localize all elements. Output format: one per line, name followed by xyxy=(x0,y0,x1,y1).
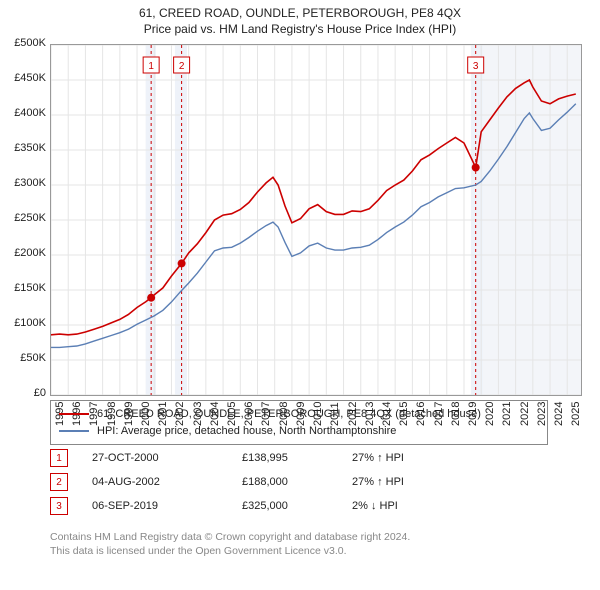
y-tick-label: £0 xyxy=(0,387,46,399)
txn-diff: 2% ↓ HPI xyxy=(352,500,472,512)
chart-svg: 1 2 3 xyxy=(51,45,581,395)
title-subtitle: Price paid vs. HM Land Registry's House … xyxy=(0,22,600,36)
txn-price: £325,000 xyxy=(242,500,352,512)
footer: Contains HM Land Registry data © Crown c… xyxy=(50,530,570,558)
txn-date: 06-SEP-2019 xyxy=(92,500,242,512)
txn-price: £188,000 xyxy=(242,476,352,488)
y-tick-label: £400K xyxy=(0,107,46,119)
txn-diff: 27% ↑ HPI xyxy=(352,476,472,488)
y-tick-label: £200K xyxy=(0,247,46,259)
legend-item: 61, CREED ROAD, OUNDLE, PETERBOROUGH, PE… xyxy=(59,406,539,422)
table-row: 2 04-AUG-2002 £188,000 27% ↑ HPI xyxy=(50,470,550,494)
y-tick-label: £250K xyxy=(0,212,46,224)
y-tick-label: £500K xyxy=(0,37,46,49)
txn-date: 27-OCT-2000 xyxy=(92,452,242,464)
txn-price: £138,995 xyxy=(242,452,352,464)
y-tick-label: £100K xyxy=(0,317,46,329)
transactions-table: 1 27-OCT-2000 £138,995 27% ↑ HPI 2 04-AU… xyxy=(50,446,550,518)
y-tick-label: £350K xyxy=(0,142,46,154)
txn-marker: 2 xyxy=(50,473,68,491)
x-tick-label: 2025 xyxy=(570,402,582,426)
legend-swatch xyxy=(59,413,89,415)
legend: 61, CREED ROAD, OUNDLE, PETERBOROUGH, PE… xyxy=(50,400,548,445)
x-tick-label: 2024 xyxy=(553,402,565,426)
title-address: 61, CREED ROAD, OUNDLE, PETERBOROUGH, PE… xyxy=(0,6,600,20)
y-tick-label: £450K xyxy=(0,72,46,84)
page: 61, CREED ROAD, OUNDLE, PETERBOROUGH, PE… xyxy=(0,0,600,590)
svg-text:1: 1 xyxy=(148,61,154,72)
table-row: 3 06-SEP-2019 £325,000 2% ↓ HPI xyxy=(50,494,550,518)
titles: 61, CREED ROAD, OUNDLE, PETERBOROUGH, PE… xyxy=(0,0,600,36)
table-row: 1 27-OCT-2000 £138,995 27% ↑ HPI xyxy=(50,446,550,470)
y-tick-label: £150K xyxy=(0,282,46,294)
footer-line: This data is licensed under the Open Gov… xyxy=(50,544,570,558)
y-tick-label: £300K xyxy=(0,177,46,189)
txn-diff: 27% ↑ HPI xyxy=(352,452,472,464)
txn-marker: 1 xyxy=(50,449,68,467)
svg-text:3: 3 xyxy=(473,61,479,72)
legend-item: HPI: Average price, detached house, Nort… xyxy=(59,423,539,439)
chart-plot: 1 2 3 xyxy=(50,44,582,396)
footer-line: Contains HM Land Registry data © Crown c… xyxy=(50,530,570,544)
txn-date: 04-AUG-2002 xyxy=(92,476,242,488)
legend-label: 61, CREED ROAD, OUNDLE, PETERBOROUGH, PE… xyxy=(97,406,481,422)
legend-swatch xyxy=(59,430,89,432)
svg-text:2: 2 xyxy=(179,61,185,72)
y-tick-label: £50K xyxy=(0,352,46,364)
txn-marker: 3 xyxy=(50,497,68,515)
legend-label: HPI: Average price, detached house, Nort… xyxy=(97,423,396,439)
